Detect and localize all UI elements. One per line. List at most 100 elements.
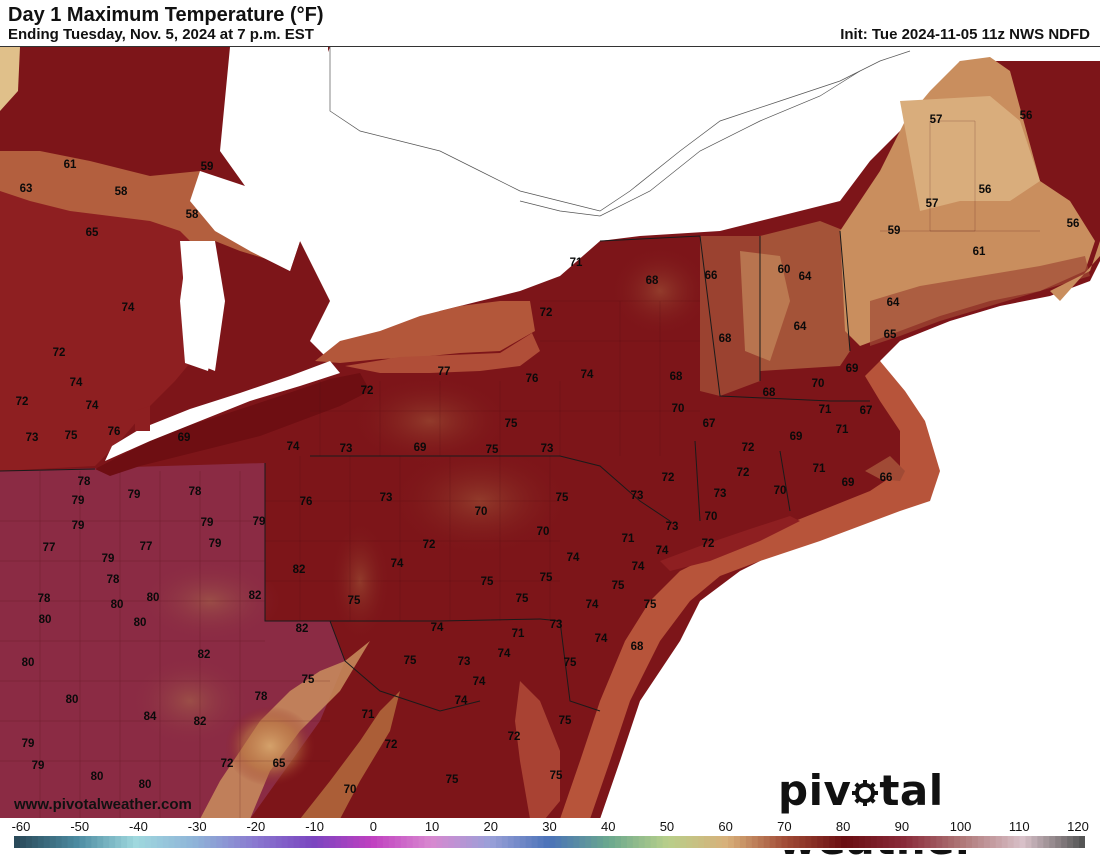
temperature-label: 80: [66, 694, 79, 706]
scale-segment: [1013, 836, 1021, 848]
scale-tick-label: 90: [894, 819, 910, 834]
scale-segment: [924, 836, 931, 848]
scale-segment: [1031, 836, 1038, 848]
temperature-label: 78: [255, 691, 268, 703]
scale-segment: [912, 836, 919, 848]
scale-segment: [525, 836, 533, 848]
color-scale-ticks: -60 -50 -40 -30 -20 -10 0 10 20 30 40 50 60 70 80 90 100…: [0, 818, 1100, 834]
scale-tick-label: 30: [542, 819, 557, 834]
temperature-label: 73: [458, 656, 471, 668]
scale-segment: [900, 836, 908, 848]
scale-segment: [49, 836, 57, 848]
temperature-label: 69: [790, 431, 803, 443]
scale-segment: [127, 836, 134, 848]
scale-segment: [412, 836, 420, 848]
scale-segment: [519, 836, 527, 848]
temperature-label: 80: [147, 592, 160, 604]
scale-segment: [728, 836, 735, 848]
scale-segment: [864, 836, 872, 848]
coastlines: [329, 47, 911, 217]
temperature-label: 69: [414, 442, 427, 454]
temperature-label: 66: [705, 270, 718, 282]
temperature-label: 70: [537, 526, 550, 538]
scale-segment: [501, 836, 509, 848]
scale-segment: [537, 836, 545, 848]
temperature-label: 74: [586, 599, 599, 611]
scale-segment: [91, 836, 98, 848]
temperature-label: 74: [70, 377, 83, 389]
scale-segment: [121, 836, 128, 848]
scale-tick-label: -60: [11, 819, 31, 834]
scale-segment: [269, 836, 277, 848]
temperature-label: 73: [550, 619, 563, 631]
temperature-label: 64: [887, 297, 900, 309]
temperature-label: 75: [404, 655, 417, 667]
scale-segment: [805, 836, 812, 848]
scale-segment: [305, 836, 313, 848]
scale-segment: [382, 836, 390, 848]
scale-segment: [614, 836, 622, 848]
scale-segment: [757, 836, 765, 848]
temperature-label: 79: [72, 520, 85, 532]
temperature-label: 74: [86, 400, 99, 412]
maine-coast-water: [1050, 241, 1100, 301]
scale-segment: [835, 836, 842, 848]
scale-segment: [662, 836, 670, 848]
temperature-label: 74: [122, 302, 135, 314]
scale-segment: [775, 836, 783, 848]
temperature-label: 75: [486, 444, 499, 456]
scale-segment: [263, 836, 271, 848]
temperature-label: 67: [703, 418, 716, 430]
temperature-label: 78: [38, 593, 51, 605]
temperature-label: 68: [631, 641, 644, 653]
temperature-label: 75: [556, 492, 569, 504]
scale-tick-label: 20: [483, 819, 498, 834]
scale-segment: [454, 836, 461, 848]
scale-segment: [995, 836, 1003, 848]
temperature-map[interactable]: 61 59 63 58 58 65 74 72 74 72 74 73 75 76 69 78 79 78 79 79…: [0, 46, 1100, 820]
scale-segment: [394, 836, 402, 848]
chesapeake-bay: [515, 681, 560, 819]
scale-segment: [954, 836, 961, 848]
scale-segment: [204, 836, 211, 848]
scale-tick-label: -30: [187, 819, 207, 834]
scale-segment: [37, 836, 45, 848]
scale-segment: [971, 836, 979, 848]
temperature-label: 72: [702, 538, 715, 550]
scale-segment: [561, 836, 568, 848]
scale-segment: [1019, 836, 1027, 848]
scale-segment: [704, 836, 711, 848]
temperature-label: 69: [178, 432, 191, 444]
scale-segment: [977, 836, 985, 848]
scale-segment: [418, 836, 426, 848]
scale-segment: [115, 836, 122, 848]
temperature-label: 75: [550, 770, 563, 782]
scale-segment: [1073, 836, 1080, 848]
temperature-label: 74: [581, 369, 594, 381]
temperature-label: 64: [794, 321, 807, 333]
scale-segment: [870, 836, 878, 848]
temperature-label: 79: [201, 517, 214, 529]
scale-tick-label: 70: [777, 819, 792, 834]
temperature-label: 66: [880, 472, 893, 484]
temperature-label: 74: [473, 676, 486, 688]
scale-segment: [430, 836, 438, 848]
scale-segment: [1061, 836, 1068, 848]
scale-segment: [466, 836, 473, 848]
scale-segment: [406, 836, 414, 848]
temperature-label: 59: [888, 225, 901, 237]
temperature-label: 70: [475, 506, 488, 518]
scale-segment: [733, 836, 741, 848]
temperature-label: 71: [813, 463, 826, 475]
site-url[interactable]: www.pivotalweather.com: [14, 796, 192, 813]
temperature-label: 72: [737, 467, 750, 479]
temperature-label: 74: [287, 441, 300, 453]
scale-segment: [549, 836, 557, 848]
appalachian-ridge-2: [300, 691, 400, 819]
scale-segment: [745, 836, 753, 848]
scale-segment: [858, 836, 866, 848]
temperature-label: 72: [540, 307, 553, 319]
scale-segment: [31, 836, 39, 848]
scale-segment: [960, 836, 967, 848]
scale-tick-label: -40: [129, 819, 148, 834]
